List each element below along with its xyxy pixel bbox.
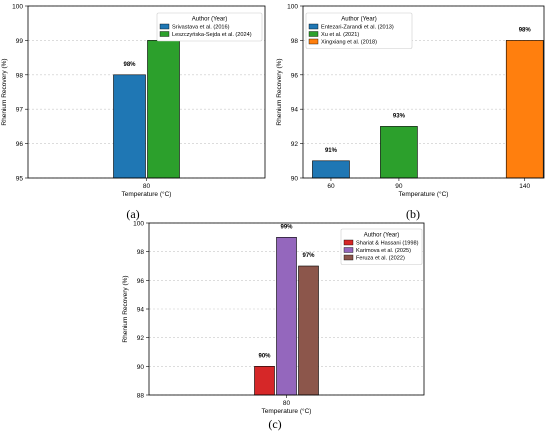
legend-entry: Xu et al. (2021)	[321, 32, 359, 38]
legend-entry: Xingxiang et al. (2018)	[321, 40, 377, 46]
legend-swatch	[308, 23, 319, 30]
x-axis-label: Temperature (°C)	[399, 190, 449, 198]
x-tick-label: 140	[519, 183, 530, 190]
legend-swatch	[308, 38, 319, 45]
x-axis-label: Temperature (°C)	[122, 190, 172, 198]
y-tick-label: 97	[16, 107, 24, 114]
y-tick-label: 90	[291, 176, 299, 183]
legend-entry: Karimova et al. (2025)	[356, 248, 411, 254]
legend-entry: Srivastava et al. (2016)	[172, 25, 230, 31]
legend-box	[156, 12, 263, 42]
panel-label-b: (b)	[406, 207, 420, 221]
bar-entezari-zarandi-et-al-2013	[312, 160, 350, 179]
data-label: 97%	[302, 253, 315, 259]
y-tick-label: 92	[137, 335, 145, 342]
legend-swatch	[308, 31, 319, 37]
legend-entry: Shariat & Hassani (1998)	[356, 241, 419, 247]
legend-title: Author (Year)	[364, 233, 399, 239]
x-tick-label: 80	[143, 183, 151, 190]
legend-swatch	[343, 247, 354, 253]
data-label: 93%	[393, 113, 406, 119]
legend-swatch	[343, 254, 354, 261]
legend-swatch	[159, 23, 170, 30]
y-tick-label: 90	[137, 364, 145, 371]
legend-entry: Feruza et al. (2022)	[356, 256, 405, 262]
x-axis-label: Temperature (°C)	[262, 407, 312, 415]
y-tick-label: 98	[16, 72, 24, 79]
data-label: 99%	[280, 224, 293, 230]
legend-title: Author (Year)	[341, 17, 376, 23]
panel-label-c: (c)	[268, 417, 281, 431]
bar-xu-et-al-2021	[380, 126, 418, 179]
y-tick-label: 98	[137, 249, 145, 256]
y-tick-label: 88	[137, 393, 145, 400]
y-tick-label: 100	[133, 221, 144, 228]
y-tick-label: 96	[137, 278, 145, 285]
data-label: 98%	[123, 62, 136, 68]
bar-karimova-et-al-2025	[276, 237, 297, 396]
panel-b: 90 92 94 96 98 100 91% 60 93% 90 98% 140 Temperature…	[276, 4, 545, 198]
x-tick-label: 80	[283, 400, 291, 407]
y-tick-label: 94	[291, 107, 299, 114]
bar-leszczy-ska-sejda-et-al-2024	[147, 40, 180, 179]
y-axis-label: Rhenium Recovery (%)	[1, 58, 8, 125]
bar-shariat-hassani-1998	[254, 366, 275, 396]
y-tick-label: 98	[291, 38, 299, 45]
y-axis-label: Rhenium Recovery (%)	[276, 58, 283, 125]
y-tick-label: 95	[16, 176, 24, 183]
x-tick-label: 60	[327, 183, 335, 190]
plot-frame	[302, 5, 545, 179]
legend-entry: Leszczyńska-Sejda et al. (2024)	[172, 32, 252, 38]
y-tick-label: 92	[291, 141, 299, 148]
plot-frame	[27, 5, 266, 179]
legend-swatch	[159, 31, 170, 37]
legend-swatch	[343, 239, 354, 246]
y-tick-label: 96	[16, 141, 24, 148]
bar-feruza-et-al-2022	[298, 265, 319, 396]
plot-frame	[148, 222, 425, 396]
bar-xingxiang-et-al-2018	[505, 40, 544, 179]
y-tick-label: 96	[291, 72, 299, 79]
y-tick-label: 99	[16, 38, 24, 45]
data-label: 91%	[325, 148, 338, 154]
legend-entry: Entezari-Zarandi et al. (2013)	[321, 25, 394, 31]
panel-label-a: (a)	[126, 207, 139, 221]
y-tick-label: 100	[287, 4, 298, 11]
legend-box	[340, 228, 423, 265]
y-tick-label: 100	[12, 4, 23, 11]
y-axis-label: Rhenium Recovery (%)	[122, 275, 129, 342]
legend-box	[305, 12, 413, 49]
y-tick-label: 94	[137, 307, 145, 314]
x-tick-label: 90	[395, 183, 403, 190]
bar-srivastava-et-al-2016	[113, 74, 146, 179]
data-label: 98%	[519, 27, 532, 33]
legend-title: Author (Year)	[192, 17, 227, 23]
data-label: 90%	[258, 353, 271, 359]
